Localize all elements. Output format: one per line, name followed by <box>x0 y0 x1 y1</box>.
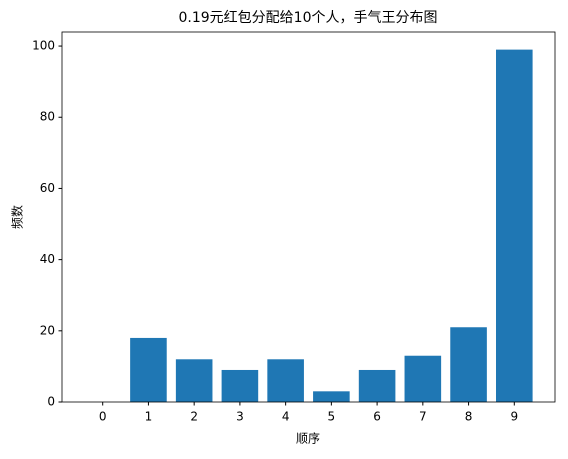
y-tick-label: 20 <box>40 323 55 337</box>
x-tick-label: 3 <box>236 410 244 424</box>
x-axis-label: 顺序 <box>296 431 320 446</box>
y-tick-label: 80 <box>40 110 55 124</box>
y-tick-label: 40 <box>40 252 55 266</box>
x-tick-label: 6 <box>373 410 381 424</box>
y-axis-label: 频数 <box>10 205 25 229</box>
x-tick-label: 5 <box>328 410 336 424</box>
y-tick-label: 100 <box>32 39 55 53</box>
plot-frame <box>61 31 556 403</box>
bar <box>450 327 487 402</box>
x-tick-label: 8 <box>465 410 473 424</box>
x-tick-label: 9 <box>510 410 518 424</box>
x-tick-label: 7 <box>419 410 427 424</box>
x-tick-label: 1 <box>145 410 153 424</box>
y-tick-label: 60 <box>40 181 55 195</box>
x-tick-label: 4 <box>282 410 290 424</box>
bar <box>313 391 350 402</box>
x-tick-label: 0 <box>99 410 107 424</box>
bar <box>358 369 396 402</box>
x-tick-label: 2 <box>190 410 198 424</box>
bar <box>496 49 533 402</box>
bar <box>175 359 213 402</box>
y-tick-label: 0 <box>47 395 55 409</box>
bar <box>267 359 304 402</box>
bar <box>221 369 259 402</box>
bar <box>130 337 167 402</box>
chart-title: 0.19元红包分配给10个人，手气王分布图 <box>179 10 438 26</box>
bar <box>404 355 442 402</box>
